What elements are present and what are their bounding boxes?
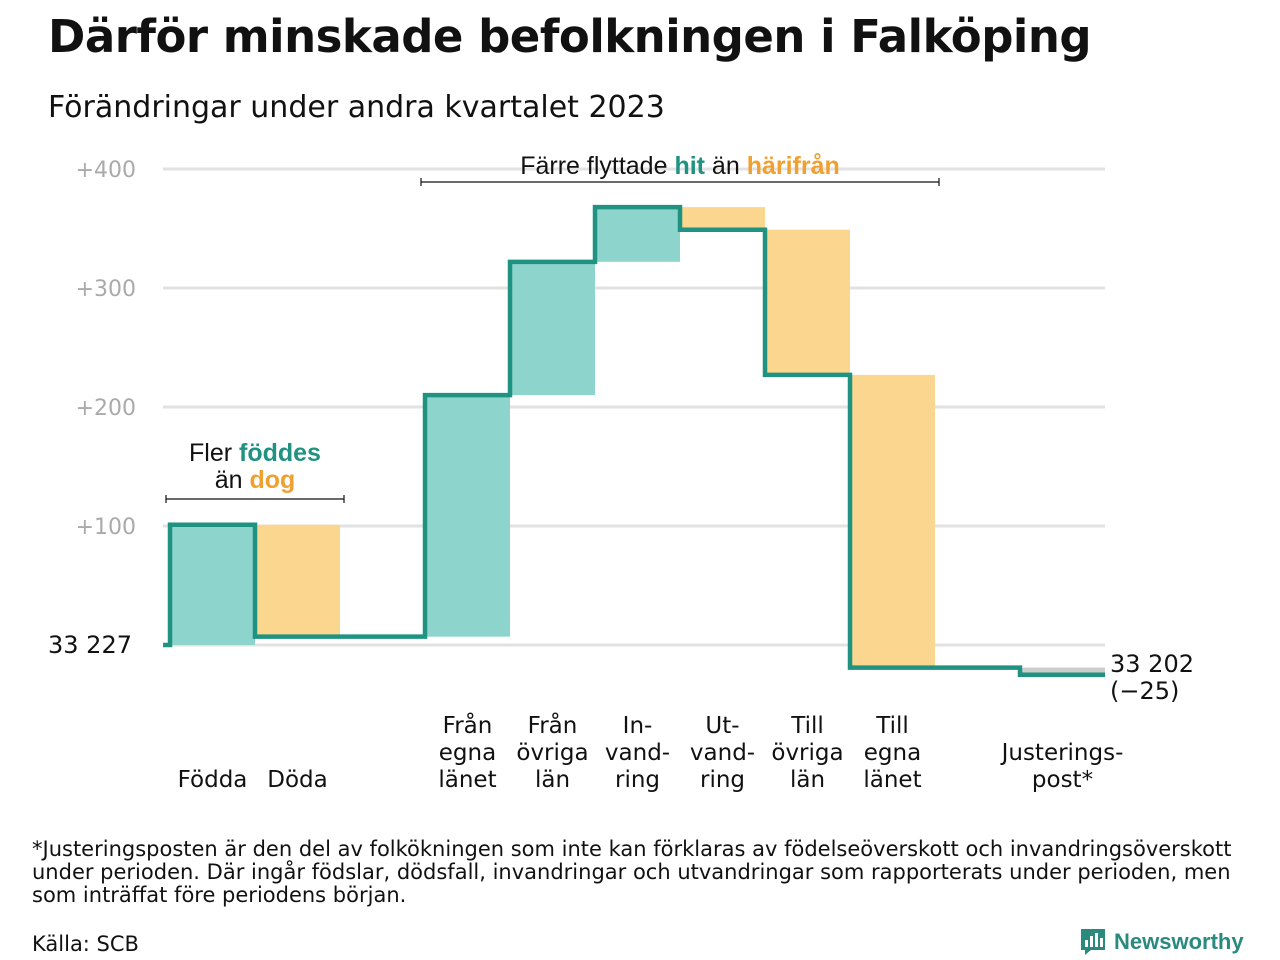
- chart-title: Därför minskade befolkningen i Falköping: [48, 10, 1092, 63]
- y-tick-label: +200: [76, 396, 136, 421]
- waterfall-chart: +100 +200 +300 +400 33 227 Födda Döda Från egna l…: [48, 152, 1194, 793]
- footnote: *Justeringsposten är den del av folkökni…: [32, 837, 1232, 907]
- brand-logo: Newsworthy: [1080, 928, 1244, 956]
- end-change-label: (−25): [1110, 677, 1179, 705]
- x-category-label: Från övriga län: [516, 711, 588, 793]
- source-note: Källa: SCB: [32, 932, 139, 956]
- waterfall-bar: [680, 207, 765, 230]
- cumulative-line: [163, 204, 1105, 677]
- waterfall-bar: [1020, 667, 1105, 675]
- y-tick-label: +300: [76, 277, 136, 302]
- annotation-text: Färre flyttade hit än härifrån: [520, 152, 840, 180]
- y-tick-label: +400: [76, 158, 136, 183]
- waterfall-bar: [850, 374, 935, 668]
- x-category-label: Till egna länet: [863, 713, 921, 793]
- x-category-label: Justerings-post*: [1000, 740, 1124, 793]
- waterfall-bar: [510, 261, 595, 396]
- waterfall-bar: [595, 207, 680, 262]
- waterfall-bar: [765, 229, 850, 375]
- x-category-label: In-vand-ring: [605, 713, 670, 793]
- x-category-label: Till övriga län: [771, 713, 843, 793]
- waterfall-bar: [425, 395, 510, 637]
- x-category-label: Döda: [267, 767, 327, 793]
- start-value-label: 33 227: [48, 631, 132, 659]
- waterfall-bar: [255, 524, 340, 637]
- x-category-label: Ut-vand-ring: [690, 713, 755, 793]
- x-category-label: Från egna länet: [438, 711, 496, 793]
- x-category-label: Födda: [178, 767, 248, 793]
- chart-subtitle: Förändringar under andra kvartalet 2023: [48, 90, 665, 125]
- waterfall-bar: [170, 524, 255, 645]
- annotation-text: Fler föddes: [189, 439, 321, 467]
- brand-name: Newsworthy: [1114, 929, 1244, 954]
- newsworthy-icon: [1081, 929, 1105, 955]
- y-tick-label: +100: [76, 515, 136, 540]
- end-value-label: 33 202: [1110, 650, 1194, 678]
- annotation-text: än dog: [215, 466, 296, 494]
